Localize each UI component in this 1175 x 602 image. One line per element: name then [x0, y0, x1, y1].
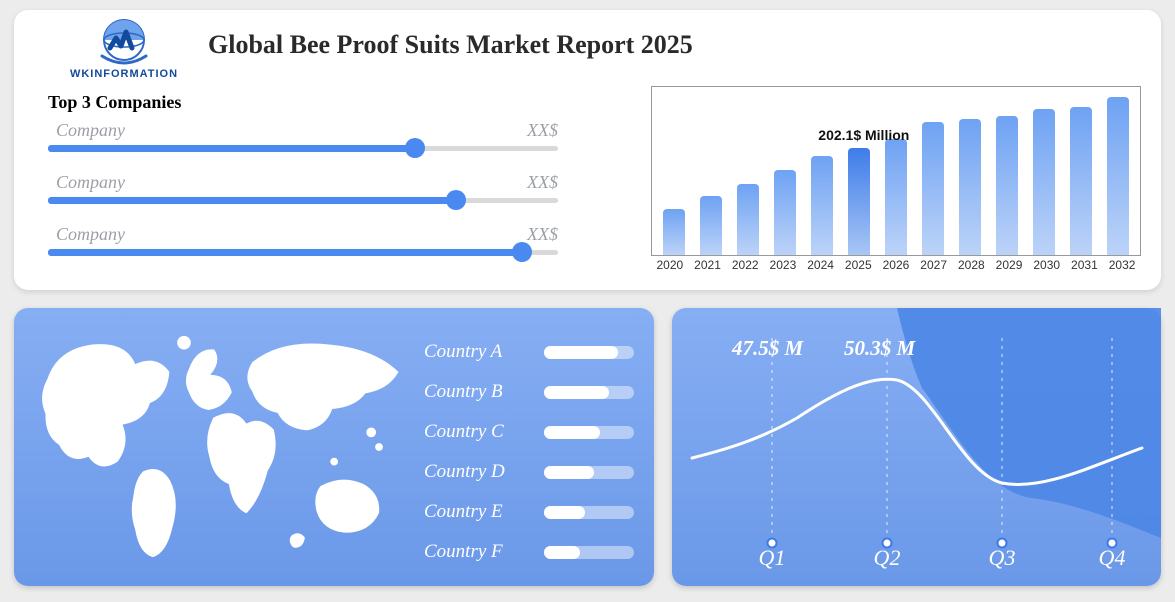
country-pill	[544, 426, 634, 439]
company-value: XX$	[527, 172, 558, 193]
bar-chart-xaxis: 2020 2021 2022 2023 2024 2025 2026 2027 2028 2029…	[651, 258, 1141, 272]
country-row: Country C	[424, 412, 634, 452]
bar-xlabel: 2025	[845, 258, 872, 272]
bar-xlabel: 2029	[996, 258, 1023, 272]
company-row: CompanyXX$	[48, 178, 558, 230]
bar-xlabel: 2024	[807, 258, 834, 272]
quarter-xlabel: Q4	[1099, 545, 1126, 571]
slider-knob[interactable]	[405, 138, 425, 158]
bar	[774, 170, 796, 255]
country-row: Country F	[424, 532, 634, 572]
bar	[996, 116, 1018, 255]
bar-xlabel: 2023	[770, 258, 797, 272]
country-pill	[544, 386, 634, 399]
bar	[737, 184, 759, 255]
world-map	[28, 322, 418, 572]
slider-fill	[48, 197, 456, 204]
companies-list: CompanyXX$CompanyXX$CompanyXX$	[48, 126, 558, 282]
country-row: Country D	[424, 452, 634, 492]
country-pill-fill	[544, 466, 594, 479]
country-pill	[544, 546, 634, 559]
bar-xlabel: 2020	[656, 258, 683, 272]
country-row: Country E	[424, 492, 634, 532]
quarter-xlabel: Q2	[874, 545, 901, 571]
bar	[848, 148, 870, 255]
quarter-value-tag: 47.5$ M	[732, 336, 803, 361]
country-label: Country F	[424, 541, 503, 563]
country-label: Country D	[424, 461, 505, 483]
bar-xlabel: 2022	[732, 258, 759, 272]
country-pill	[544, 506, 634, 519]
world-panel: Country A Country B Country C Country D Coun…	[14, 308, 654, 586]
quarter-fill-area	[897, 308, 1161, 538]
country-label: Country A	[424, 341, 502, 363]
bar-chart-plot	[651, 86, 1141, 256]
companies-heading: Top 3 Companies	[48, 92, 181, 113]
country-pill	[544, 466, 634, 479]
quarter-chart: 47.5$ M 50.3$ M Q1 Q2 Q3 Q4	[672, 308, 1161, 586]
bar-chart-callout: 202.1$ Million	[818, 127, 909, 143]
bar-xlabel: 2030	[1033, 258, 1060, 272]
slider-fill	[48, 145, 415, 152]
bar	[700, 196, 722, 256]
bar	[959, 119, 981, 255]
country-pill	[544, 346, 634, 359]
company-value: XX$	[527, 224, 558, 245]
country-pill-fill	[544, 546, 580, 559]
bar-chart: 2020 2021 2022 2023 2024 2025 2026 2027 2028 2029…	[651, 86, 1141, 281]
logo: WKINFORMATION	[64, 18, 184, 80]
bar	[1107, 97, 1129, 255]
country-label: Country E	[424, 501, 503, 523]
bar	[1070, 107, 1092, 255]
bar-xlabel: 2032	[1109, 258, 1136, 272]
bar-xlabel: 2028	[958, 258, 985, 272]
quarter-panel: 47.5$ M 50.3$ M Q1 Q2 Q3 Q4	[672, 308, 1161, 586]
bar	[1033, 109, 1055, 255]
country-row: Country B	[424, 372, 634, 412]
country-label: Country B	[424, 381, 503, 403]
slider-knob[interactable]	[446, 190, 466, 210]
slider-fill	[48, 249, 522, 256]
country-row: Country A	[424, 332, 634, 372]
company-value: XX$	[527, 120, 558, 141]
bar	[922, 122, 944, 255]
quarter-xlabel: Q1	[759, 545, 786, 571]
bar-xlabel: 2021	[694, 258, 721, 272]
page-title: Global Bee Proof Suits Market Report 202…	[208, 30, 693, 60]
country-pill-fill	[544, 506, 585, 519]
company-row: CompanyXX$	[48, 230, 558, 282]
bar	[663, 209, 685, 255]
country-list: Country A Country B Country C Country D Coun…	[424, 332, 634, 572]
logo-text: WKINFORMATION	[64, 68, 184, 80]
country-pill-fill	[544, 386, 609, 399]
quarter-value-tag: 50.3$ M	[844, 336, 915, 361]
country-pill-fill	[544, 346, 618, 359]
bar-xlabel: 2031	[1071, 258, 1098, 272]
bar	[811, 156, 833, 255]
top-card: WKINFORMATION Global Bee Proof Suits Mar…	[14, 10, 1161, 290]
slider-knob[interactable]	[512, 242, 532, 262]
country-pill-fill	[544, 426, 600, 439]
company-label: Company	[56, 120, 125, 141]
bar-xlabel: 2027	[920, 258, 947, 272]
logo-icon	[92, 18, 156, 68]
bar	[885, 139, 907, 255]
quarter-xlabel: Q3	[989, 545, 1016, 571]
company-label: Company	[56, 172, 125, 193]
bar-xlabel: 2026	[883, 258, 910, 272]
country-label: Country C	[424, 421, 504, 443]
company-label: Company	[56, 224, 125, 245]
company-row: CompanyXX$	[48, 126, 558, 178]
